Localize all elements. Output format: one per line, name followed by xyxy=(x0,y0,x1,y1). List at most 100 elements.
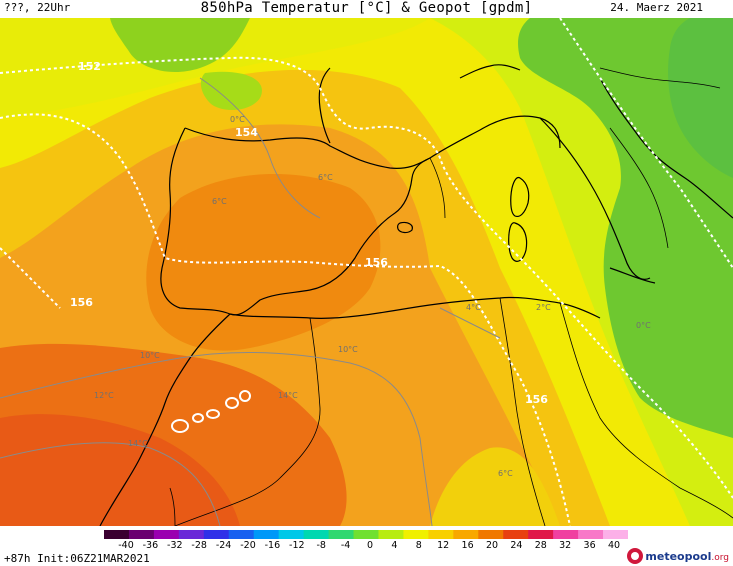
map-title: 850hPa Temperatur [°C] & Geopot [gpdm] xyxy=(200,0,533,16)
isotherm-0-north xyxy=(199,77,321,219)
geopot-labels: 152 154 156 156 156 xyxy=(70,60,548,406)
forecast-date: 24. Maerz 2021 xyxy=(610,1,703,14)
scale-tick-label: 4 xyxy=(391,540,398,551)
border-morocco-algeria xyxy=(174,317,321,526)
geopot-156-west xyxy=(0,247,61,309)
border-italy-east xyxy=(609,127,669,249)
isotherm-label: 10°C xyxy=(338,345,358,354)
border-western-sahara xyxy=(169,487,176,526)
scale-tick-label: 0 xyxy=(366,540,374,551)
temp-field-green-nw2 xyxy=(200,71,262,110)
borders xyxy=(169,67,733,526)
scale-swatch xyxy=(303,530,330,539)
meteopool-logo-icon xyxy=(627,548,644,564)
scale-swatch xyxy=(228,530,255,539)
temp-field-green-ne xyxy=(668,18,733,178)
scale-swatch xyxy=(553,530,579,539)
corsica xyxy=(510,176,530,218)
scale-tick-label: -32 xyxy=(167,540,183,551)
scale-tick-label: -36 xyxy=(142,540,159,551)
scale-swatch xyxy=(453,530,479,539)
scale-tick-label: -24 xyxy=(215,540,232,551)
scale-swatch xyxy=(603,530,628,539)
scale-swatch xyxy=(578,530,604,539)
scale-swatch xyxy=(378,530,404,539)
scale-tick-label: 40 xyxy=(607,540,621,551)
geopot-label-152: 152 xyxy=(78,60,101,73)
coast-atlantic-africa xyxy=(99,313,231,526)
header-bar: ???, 22Uhr 850hPa Temperatur [°C] & Geop… xyxy=(0,0,733,18)
scale-swatch xyxy=(503,530,529,539)
legend: -40 -36 -32 -28 -24 -20 -16 -12 -8 -4 0 4 8 12 16 20 24 2… xyxy=(0,526,733,566)
isotherm-label: 6°C xyxy=(212,197,227,206)
scale-tick-label: 28 xyxy=(534,540,547,551)
geopot-152-east xyxy=(559,18,733,269)
scale-tick-label: 20 xyxy=(485,540,499,551)
scale-tick-label: 24 xyxy=(510,540,523,551)
isotherm-label: 10°C xyxy=(140,351,160,360)
temp-field-green-nw xyxy=(110,18,250,73)
scale-tick-label: -12 xyxy=(289,540,305,551)
scale-tick-label: 16 xyxy=(461,540,474,551)
coast-adriatic xyxy=(599,77,733,219)
isotherm-4 xyxy=(439,307,501,339)
scale-swatch xyxy=(528,530,554,539)
geopot-lines xyxy=(0,18,733,526)
scale-ticks: -40 -36 -32 -28 -24 -20 -16 -12 -8 -4 0 4 8 12 16 20 24 2… xyxy=(0,540,733,552)
scale-tick-label: -20 xyxy=(240,540,256,551)
balearic-mallorca xyxy=(397,221,413,234)
isotherm-label: 0°C xyxy=(636,321,651,330)
coast-italy-west xyxy=(539,117,651,280)
geopot-label-154: 154 xyxy=(235,126,258,139)
temp-field-warmest xyxy=(0,414,240,526)
scale-swatch xyxy=(253,530,280,539)
scale-swatch xyxy=(178,530,205,539)
scale-swatch xyxy=(428,530,454,539)
isotherm-label: 0°C xyxy=(230,115,245,124)
coast-sicily xyxy=(609,267,656,284)
scale-swatch xyxy=(403,530,429,539)
isotherm-labels: 0°C 6°C 6°C 10°C 10°C 12°C 14°C 14°C 4°C… xyxy=(94,115,651,478)
scale-swatch xyxy=(104,530,130,539)
scale-tick-label: -40 xyxy=(118,540,134,551)
scale-swatch xyxy=(128,530,155,539)
color-scale-bar xyxy=(104,530,628,539)
scale-swatch xyxy=(203,530,230,539)
temp-field-0-4 xyxy=(0,18,733,526)
brand-name: meteopool.org xyxy=(645,549,729,563)
scale-tick-label: 32 xyxy=(559,540,572,551)
coastlines xyxy=(99,64,733,526)
weather-map: 152 154 156 156 156 0°C 6°C 6°C 10°C 10°… xyxy=(0,18,733,526)
scale-tick-label: 36 xyxy=(583,540,596,551)
scale-swatch xyxy=(478,530,504,539)
scale-tick-label: -28 xyxy=(191,540,207,551)
geopot-154 xyxy=(0,56,733,499)
temp-field-north xyxy=(0,18,430,118)
border-alps xyxy=(599,67,721,89)
scale-tick-label: -4 xyxy=(340,540,351,551)
scale-tick-label: -8 xyxy=(316,540,326,551)
scale-swatch xyxy=(353,530,379,539)
geopot-label-156c: 156 xyxy=(525,393,548,406)
coast-north-spain xyxy=(184,127,431,169)
geopot-156 xyxy=(0,113,571,526)
coast-france-west xyxy=(318,67,331,144)
isotherm-label: 12°C xyxy=(94,391,114,400)
isotherm-label: 6°C xyxy=(318,173,333,182)
isotherm-lines xyxy=(0,77,501,526)
coast-misc-north xyxy=(459,64,521,79)
geopot-label-156b: 156 xyxy=(70,296,93,309)
scale-tick-label: -16 xyxy=(264,540,281,551)
init-time: +87h Init:06Z21MAR2021 xyxy=(4,552,150,565)
scale-tick-label: 8 xyxy=(415,540,422,551)
meteopool-logo: meteopool.org xyxy=(627,548,729,564)
coast-iberia xyxy=(160,127,431,316)
geopot-label-156a: 156 xyxy=(365,256,388,269)
sardinia xyxy=(508,222,528,262)
border-france xyxy=(429,157,446,219)
isotherm-label: 2°C xyxy=(536,303,551,312)
scale-swatch xyxy=(278,530,305,539)
isotherm-label: 14°C xyxy=(278,391,298,400)
scale-tick-label: 12 xyxy=(437,540,450,551)
canary-islands xyxy=(171,390,251,433)
